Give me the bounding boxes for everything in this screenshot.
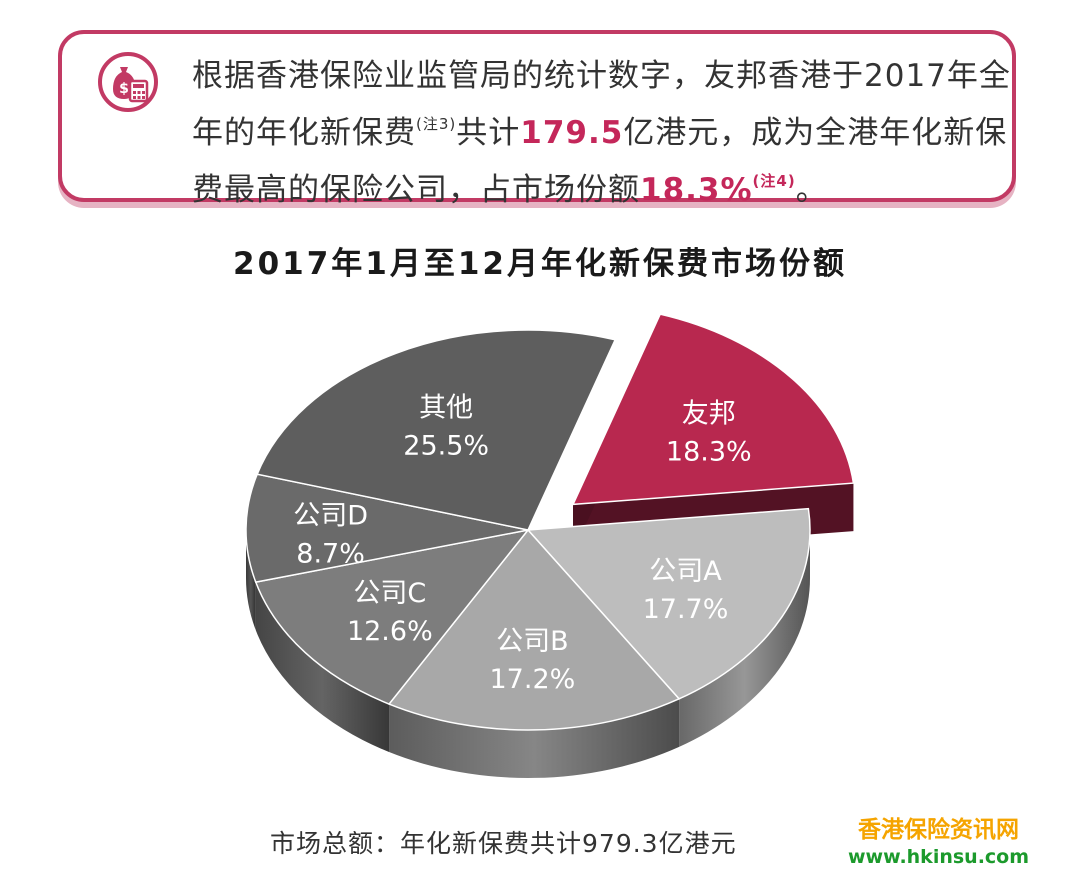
- slice-value-label: 17.2%: [490, 664, 576, 695]
- pie-slice-side: [679, 530, 810, 747]
- summary-line-1: 根据香港保险业监管局的统计数字，友邦香港于2017年全: [192, 58, 1011, 94]
- money-bag-calculator-icon: $: [98, 52, 158, 112]
- summary-line-3-a: 费最高的保险公司，占市场份额: [192, 172, 640, 208]
- chart-title: 2017年1月至12月年化新保费市场份额: [233, 246, 847, 282]
- pie-slice-2: [526, 507, 811, 700]
- summary-line-2-b: 共计: [456, 115, 521, 151]
- market-share-value: 18.3%: [640, 172, 753, 208]
- new-premium-value: 179.5: [520, 115, 624, 151]
- pie-slice-6: [256, 329, 617, 531]
- note-3-ref: (注3): [416, 115, 457, 133]
- svg-text:$: $: [119, 81, 129, 97]
- pie-slice-5: [245, 473, 529, 584]
- slice-label: 公司A: [649, 556, 722, 587]
- market-total-note: 市场总额：年化新保费共计979.3亿港元: [270, 829, 737, 858]
- summary-line-2-a: 年的年化新保费: [192, 115, 416, 151]
- watermark: 香港保险资讯网 www.hkinsu.com: [848, 810, 1029, 868]
- slice-label: 公司B: [496, 626, 569, 657]
- slice-label: 公司C: [353, 578, 426, 609]
- summary-line-3-b: 。: [795, 172, 828, 208]
- pie-slice-1: [571, 313, 855, 506]
- watermark-url: www.hkinsu.com: [848, 846, 1030, 868]
- pie-slice-side: [246, 530, 256, 631]
- slice-label: 其他: [419, 392, 473, 423]
- slice-value-label: 8.7%: [296, 539, 365, 570]
- summary-text: 根据香港保险业监管局的统计数字，友邦香港于2017年全 年的年化新保费(注3)共…: [192, 52, 1052, 214]
- slice-value-label: 17.7%: [643, 594, 729, 625]
- slice-value-label: 25.5%: [403, 430, 489, 461]
- watermark-name: 香港保险资讯网: [858, 817, 1020, 843]
- pie-slice-4: [254, 528, 530, 705]
- summary-line-3: 费最高的保险公司，占市场份额18.3%(注4)。: [192, 157, 1052, 214]
- slice-value-label: 18.3%: [666, 436, 752, 467]
- summary-callout: $ 根据香港保险业监管局的统计数字，友邦香港于2017年全 年的年化新保费(注3…: [58, 30, 1016, 208]
- summary-line-2-c: 亿港元，成为全港年化新保: [623, 115, 1008, 151]
- note-4-ref: (注4): [752, 172, 796, 190]
- slice-label: 公司D: [293, 501, 368, 532]
- summary-line-2: 年的年化新保费(注3)共计179.5亿港元，成为全港年化新保: [192, 100, 1052, 157]
- slice-value-label: 12.6%: [347, 616, 433, 647]
- pie-slice-3: [387, 528, 681, 731]
- pie-slice-side: [389, 698, 680, 778]
- slice-label: 友邦: [682, 398, 736, 429]
